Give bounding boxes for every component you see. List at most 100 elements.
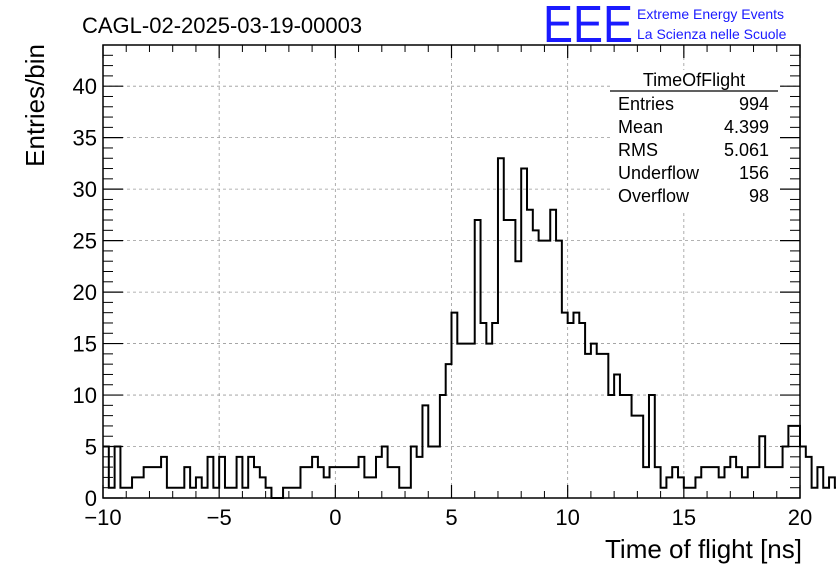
histogram-bin: [138, 477, 144, 498]
histogram-bin: [661, 488, 667, 498]
histogram-bin: [347, 467, 353, 498]
chart-title: CAGL-02-2025-03-19-00003: [82, 13, 362, 38]
stats-box-background: [610, 70, 778, 210]
histogram-bin: [754, 467, 760, 498]
histogram-bin: [777, 467, 783, 498]
histogram-bin: [533, 230, 539, 498]
histogram-bin: [812, 488, 818, 498]
histogram-bin: [155, 467, 161, 498]
y-tick-label: 10: [73, 383, 97, 408]
histogram-bin: [242, 488, 248, 498]
histogram-bin: [515, 261, 521, 498]
stat-label-mean: Mean: [618, 117, 663, 137]
histogram-bin: [608, 395, 614, 498]
histogram-bin: [562, 313, 568, 498]
stat-label-overflow: Overflow: [618, 186, 690, 206]
y-tick-label: 5: [85, 435, 97, 460]
histogram-bin: [173, 488, 179, 498]
histogram-bin: [405, 488, 411, 498]
histogram-bin: [213, 488, 219, 498]
stats-box: TimeOfFlight Entries 994 Mean 4.399 RMS …: [610, 70, 778, 210]
histogram-bin: [388, 467, 394, 498]
histogram-bin: [149, 467, 155, 498]
histogram-bin: [341, 467, 347, 498]
histogram-bin: [643, 467, 649, 498]
histogram-bin: [527, 210, 533, 498]
histogram-bin: [573, 313, 579, 498]
x-tick-label: 20: [788, 505, 812, 530]
stat-value-mean: 4.399: [724, 117, 769, 137]
logo-line-2: La Scienza nelle Scuole: [637, 26, 787, 42]
histogram-bin: [335, 467, 341, 498]
histogram-bin: [632, 416, 638, 498]
x-tick-label: 10: [555, 505, 579, 530]
histogram-bin: [179, 488, 185, 498]
stat-value-entries: 994: [739, 94, 769, 114]
histogram-bin: [568, 323, 574, 498]
y-tick-label: 40: [73, 74, 97, 99]
y-tick-label: 20: [73, 280, 97, 305]
stat-value-rms: 5.061: [724, 140, 769, 160]
x-axis-title: Time of flight [ns]: [605, 534, 802, 564]
histogram-bin: [457, 344, 463, 498]
histogram-bin: [295, 488, 301, 498]
histogram-bin: [597, 354, 603, 498]
histogram-bars: [103, 157, 836, 499]
histogram-bin: [434, 447, 440, 498]
y-tick-label: 30: [73, 177, 97, 202]
histogram-bin: [231, 488, 237, 498]
x-tick-label: 0: [329, 505, 341, 530]
y-axis-title: Entries/bin: [20, 44, 50, 167]
histogram-bin: [225, 488, 231, 498]
histogram-bin: [591, 344, 597, 498]
histogram-bin: [620, 395, 626, 498]
axis-ticks: [102, 44, 801, 499]
histogram-bin: [120, 488, 126, 498]
histogram-bin: [190, 488, 196, 498]
histogram-bin: [202, 488, 208, 498]
histogram-bin: [550, 210, 556, 498]
histogram-bin: [492, 323, 498, 498]
histogram-bin: [126, 488, 132, 498]
stat-label-rms: RMS: [618, 140, 658, 160]
histogram-bin: [463, 344, 469, 498]
histogram-bin: [486, 344, 492, 498]
histogram-bin: [719, 477, 725, 498]
histogram-bin: [742, 477, 748, 498]
y-tick-label: 35: [73, 126, 97, 151]
logo-mark: EEE: [543, 0, 633, 54]
y-tick-label: 0: [85, 486, 97, 511]
histogram-bin: [289, 488, 295, 498]
histogram-bin: [765, 467, 771, 498]
histogram-bin: [690, 488, 696, 498]
stat-label-entries: Entries: [618, 94, 674, 114]
x-tick-label: 5: [445, 505, 457, 530]
y-tick-label: 15: [73, 332, 97, 357]
histogram-bin: [428, 447, 434, 498]
histogram-bin: [370, 477, 376, 498]
histogram-bin: [417, 457, 423, 498]
histogram-bin: [539, 241, 545, 498]
histogram-bin: [364, 477, 370, 498]
histogram-bin: [707, 467, 713, 498]
histogram-bin: [399, 488, 405, 498]
histogram-outline: [103, 157, 836, 499]
histogram-bin: [544, 241, 550, 498]
histogram-bin: [585, 354, 591, 498]
stats-box-title: TimeOfFlight: [643, 70, 745, 90]
histogram-bin: [481, 323, 487, 498]
y-tick-label: 25: [73, 229, 97, 254]
histogram-bin: [504, 220, 510, 498]
stat-label-underflow: Underflow: [618, 163, 700, 183]
x-tick-label: −5: [207, 505, 232, 530]
stat-value-overflow: 98: [749, 186, 769, 206]
histogram-bin: [353, 467, 359, 498]
histogram-bin: [306, 467, 312, 498]
histogram-bin: [324, 477, 330, 498]
x-tick-label: 15: [672, 505, 696, 530]
histogram-bin: [684, 488, 690, 498]
logo-line-1: Extreme Energy Events: [637, 6, 784, 22]
histogram-bin: [469, 344, 475, 498]
histogram-bin: [771, 467, 777, 498]
